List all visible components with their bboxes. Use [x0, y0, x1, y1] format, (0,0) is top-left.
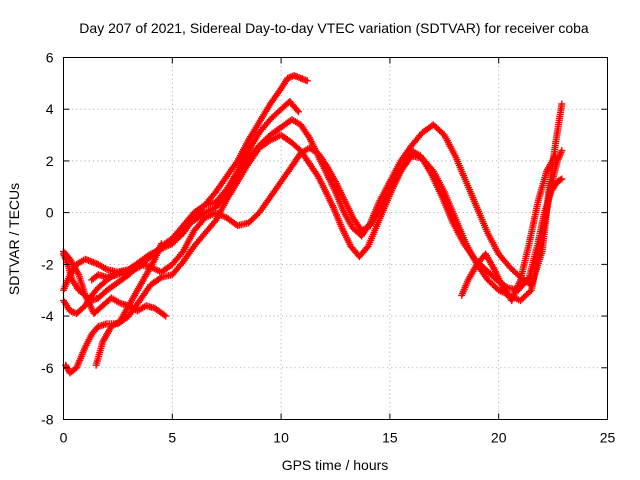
x-tick-label: 20 — [491, 430, 507, 446]
series-track-5 — [88, 144, 566, 294]
series-track-3 — [62, 131, 566, 377]
x-tick-labels: 0 5 10 15 20 25 — [60, 430, 616, 446]
y-tick-label: 2 — [46, 153, 54, 169]
data-marks — [88, 144, 566, 294]
x-tick-label: 25 — [600, 430, 616, 446]
y-tick-label: -8 — [41, 412, 54, 428]
data-marks — [62, 131, 566, 377]
y-tick-label: -4 — [41, 308, 54, 324]
x-tick-label: 10 — [273, 430, 289, 446]
grid-lines — [63, 57, 608, 420]
data-marks — [92, 240, 165, 369]
data-marks — [458, 152, 559, 305]
x-axis-label: GPS time / hours — [282, 457, 389, 473]
x-tick-label: 15 — [382, 430, 398, 446]
x-tick-label: 0 — [60, 430, 68, 446]
chart-title: Day 207 of 2021, Sidereal Day-to-day VTE… — [79, 20, 589, 36]
x-tick-label: 5 — [168, 430, 176, 446]
y-tick-label: -2 — [41, 256, 54, 272]
y-tick-label: 6 — [46, 50, 54, 66]
y-tick-label: -6 — [41, 360, 54, 376]
axis-ticks — [63, 57, 608, 420]
y-tick-labels: -8 -6 -4 -2 0 2 4 6 — [41, 50, 54, 428]
y-tick-label: 0 — [46, 205, 54, 221]
series-track-7 — [92, 240, 165, 369]
plot-frame — [63, 57, 608, 420]
y-tick-label: 4 — [46, 101, 54, 117]
data-points — [60, 72, 566, 377]
series-track-8 — [458, 152, 559, 305]
y-axis-label: SDTVAR / TECUs — [6, 183, 22, 295]
